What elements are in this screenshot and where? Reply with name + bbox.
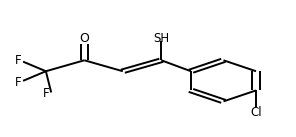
Text: F: F — [15, 54, 21, 67]
Text: Cl: Cl — [250, 106, 262, 119]
Text: SH: SH — [153, 32, 169, 45]
Text: F: F — [15, 76, 21, 89]
Text: O: O — [79, 32, 89, 45]
Text: F: F — [43, 87, 49, 100]
